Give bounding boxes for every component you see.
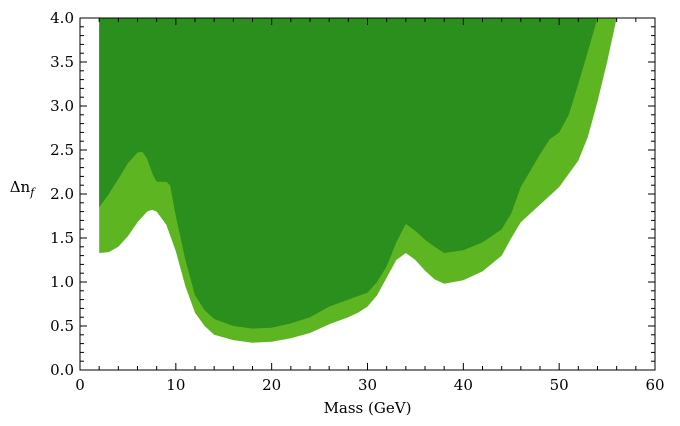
x-axis-title: Mass (GeV) bbox=[324, 399, 412, 417]
y-axis-title: Δnf bbox=[10, 178, 37, 199]
y-tick-label: 2.0 bbox=[50, 185, 74, 203]
y-tick-labels: 0.0 0.5 1.0 1.5 2.0 2.5 3.0 3.5 4.0 bbox=[50, 9, 74, 379]
y-tick-label: 2.5 bbox=[50, 141, 74, 159]
x-tick-label: 30 bbox=[358, 376, 377, 394]
x-tick-label: 40 bbox=[454, 376, 473, 394]
x-tick-label: 10 bbox=[166, 376, 185, 394]
axis-ticks bbox=[79, 17, 656, 371]
x-tick-label: 20 bbox=[262, 376, 281, 394]
plot-frame bbox=[79, 17, 656, 371]
x-tick-labels: 0 10 20 30 40 50 60 bbox=[75, 376, 664, 394]
y-tick-label: 1.0 bbox=[50, 273, 74, 291]
x-tick-label: 50 bbox=[550, 376, 569, 394]
x-tick-label: 0 bbox=[75, 376, 85, 394]
y-axis-title-main: Δn bbox=[10, 178, 31, 196]
excluded-regions bbox=[99, 18, 617, 343]
y-axis-title-subscript: f bbox=[29, 186, 36, 199]
y-tick-label: 0.0 bbox=[50, 361, 74, 379]
y-tick-label: 3.0 bbox=[50, 97, 74, 115]
y-tick-label: 4.0 bbox=[50, 9, 74, 27]
y-tick-label: 1.5 bbox=[50, 229, 74, 247]
region-inner bbox=[99, 18, 598, 329]
y-tick-label: 3.5 bbox=[50, 53, 74, 71]
x-tick-label: 60 bbox=[645, 376, 664, 394]
y-tick-label: 0.5 bbox=[50, 317, 74, 335]
